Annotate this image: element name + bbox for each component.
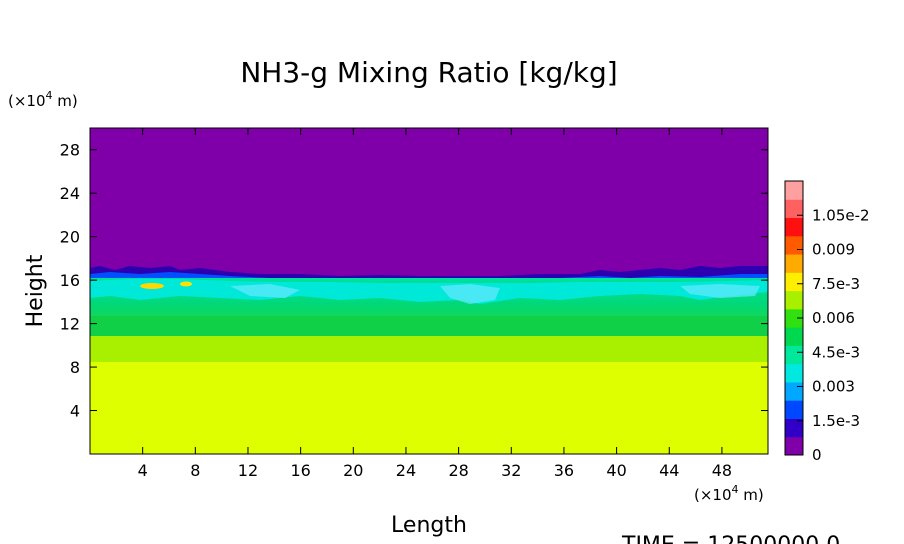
x-tick-label: 48 xyxy=(712,461,732,480)
time-label: TIME = 12500000.0 xyxy=(621,533,840,544)
y-axis-label: Height xyxy=(23,254,48,327)
colorbar: 0 1.5e-3 0.003 4.5e-3 0.006 7.5e-3 0.009 1.05e-… xyxy=(784,180,870,464)
high-value-patch xyxy=(180,281,192,287)
x-tick-label: 24 xyxy=(396,461,416,480)
colorbar-tick-label: 0.006 xyxy=(812,309,855,327)
x-tick-label: 36 xyxy=(554,461,574,480)
colorbar-tick-label: 1.5e-3 xyxy=(812,412,860,430)
x-tick-label: 28 xyxy=(448,461,468,480)
colorbar-tick-label: 4.5e-3 xyxy=(812,343,860,361)
colorbar-swatch xyxy=(785,235,803,255)
x-tick-label: 12 xyxy=(238,461,258,480)
y-tick-label: 24 xyxy=(60,184,80,203)
chart-title: NH3-g Mixing Ratio [kg/kg] xyxy=(240,56,617,89)
colorbar-swatch xyxy=(785,400,803,419)
x-tick-label: 16 xyxy=(290,461,310,480)
high-value-patch xyxy=(140,283,164,289)
colorbar-tick-label: 0.003 xyxy=(812,378,855,396)
colorbar-swatch xyxy=(785,272,803,292)
x-axis-label: Length xyxy=(391,513,467,538)
colorbar-swatch xyxy=(785,290,803,310)
x-tick-label: 8 xyxy=(190,461,200,480)
colorbar-swatch xyxy=(785,418,803,438)
colorbar-tick-label: 0 xyxy=(812,446,822,464)
y-tick-label: 16 xyxy=(60,271,80,290)
x-tick-label: 20 xyxy=(343,461,363,480)
y-tick-label: 12 xyxy=(60,315,80,334)
lime-transition-layer xyxy=(90,336,768,364)
x-tick-label: 32 xyxy=(501,461,521,480)
colorbar-swatch xyxy=(785,308,803,328)
x-axis-unit: (×104 m) xyxy=(694,483,764,504)
plot-area xyxy=(90,128,768,454)
y-tick-label: 28 xyxy=(60,141,80,160)
colorbar-swatch xyxy=(785,181,803,200)
y-tick-label: 4 xyxy=(70,402,80,421)
green-transition-layer xyxy=(90,316,768,338)
x-tick-label: 40 xyxy=(606,461,626,480)
x-tick-label: 44 xyxy=(659,461,679,480)
colorbar-tick-label: 0.009 xyxy=(812,241,855,259)
colorbar-swatch xyxy=(785,436,803,456)
cyan-bright-patches xyxy=(230,284,760,304)
colorbar-tick-label: 1.05e-2 xyxy=(812,206,870,224)
colorbar-tick-label: 7.5e-3 xyxy=(812,275,860,293)
colorbar-swatch xyxy=(785,199,803,219)
y-tick-label: 20 xyxy=(60,228,80,247)
colorbar-swatch xyxy=(785,345,803,365)
colorbar-swatch xyxy=(785,327,803,346)
x-tick-label: 4 xyxy=(138,461,148,480)
lower-atmosphere-region xyxy=(90,362,768,454)
y-tick-label: 8 xyxy=(70,358,80,377)
colorbar-swatch xyxy=(785,217,803,237)
colorbar-swatch xyxy=(785,254,803,273)
colorbar-swatch xyxy=(785,363,803,383)
plot-frame xyxy=(89,127,769,455)
y-axis-unit: (×104 m) xyxy=(8,89,78,110)
colorbar-swatch xyxy=(785,381,803,401)
